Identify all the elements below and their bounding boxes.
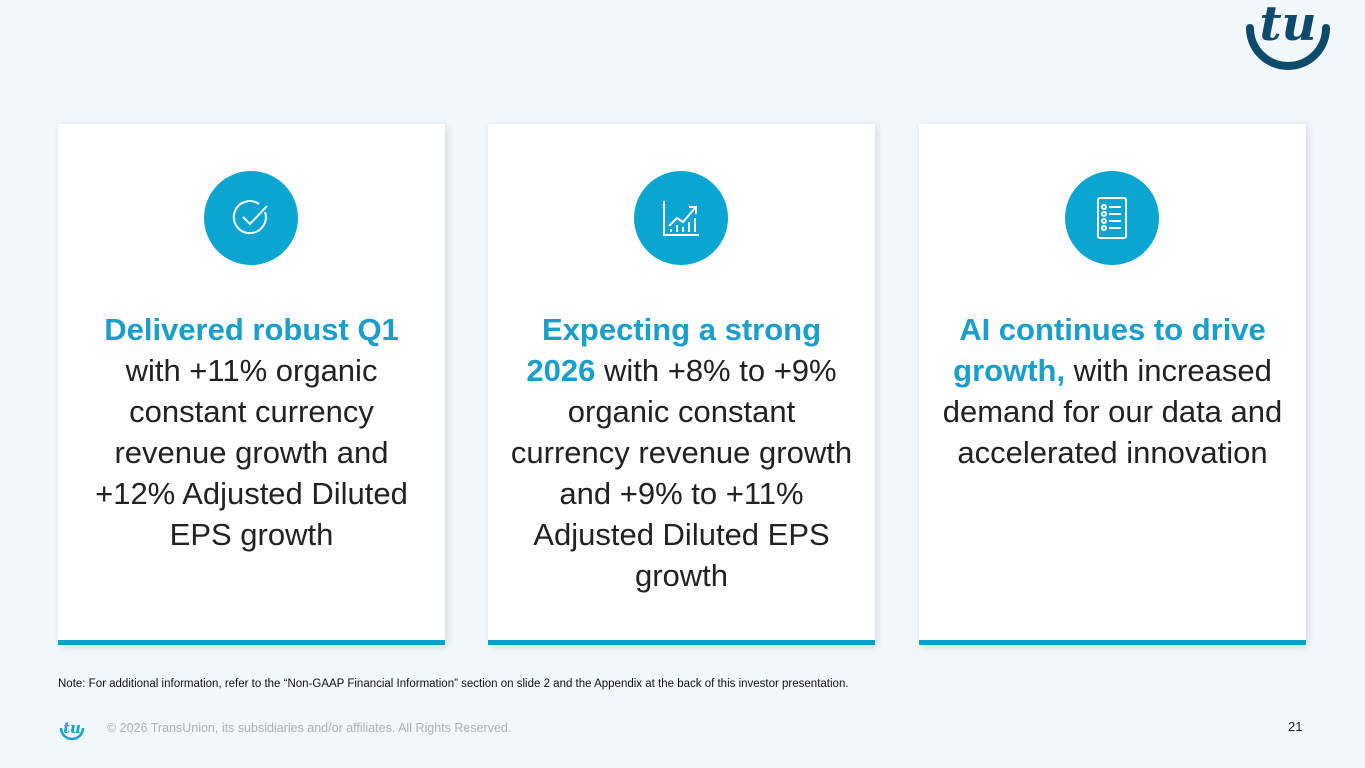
card-ai-growth: AI continues to drive growth, with incre… <box>919 124 1306 645</box>
check-circle-icon <box>204 171 298 265</box>
card-body: with +8% to +9% organic constant currenc… <box>510 353 853 593</box>
card-highlight: AI continues to drive growth, <box>953 312 1266 388</box>
transunion-logo: tu <box>1246 0 1330 70</box>
card-2026-outlook: Expecting a strong 2026 with +8% to +9% … <box>488 124 875 645</box>
checklist-icon <box>1065 171 1159 265</box>
page-number: 21 <box>1288 719 1303 734</box>
growth-chart-icon <box>634 171 728 265</box>
svg-text:tu: tu <box>63 719 81 737</box>
card-q1-results: Delivered robust Q1 with +11% organic co… <box>58 124 445 645</box>
copyright: © 2026 TransUnion, its subsidiaries and/… <box>107 721 512 735</box>
footnote: Note: For additional information, refer … <box>58 678 849 690</box>
card-highlight: Delivered robust Q1 <box>104 312 399 347</box>
svg-text:tu: tu <box>1259 0 1316 52</box>
transunion-footer-logo: tu <box>59 719 85 741</box>
card-body: with +11% organic constant currency reve… <box>95 353 408 552</box>
card-text: Delivered robust Q1 with +11% organic co… <box>78 309 425 555</box>
card-highlight: Expecting a strong 2026 <box>526 312 822 388</box>
card-body: with increased demand for our data and a… <box>942 353 1283 470</box>
card-text: AI continues to drive growth, with incre… <box>939 309 1286 473</box>
card-text: Expecting a strong 2026 with +8% to +9% … <box>508 309 855 596</box>
